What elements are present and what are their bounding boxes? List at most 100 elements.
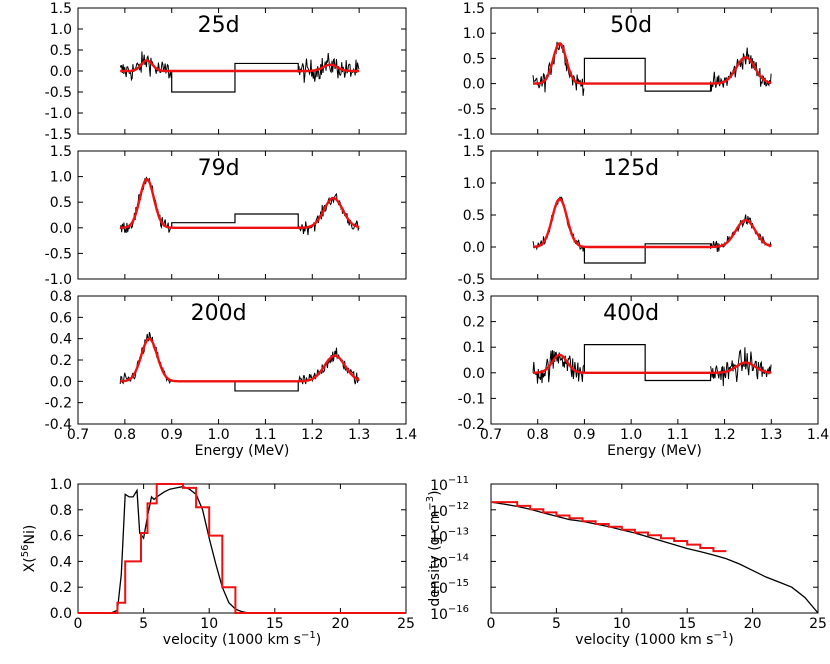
x-tick-label: 5 <box>552 616 561 632</box>
model-fit <box>120 59 360 73</box>
y-tick-label: 0.6 <box>50 310 72 326</box>
chart-panel-p400: 0.3 0.2 0.1 0.0 -0.1 -0.20.7 0.8 0.9 1.0 1.1 1.2 1.… <box>458 289 830 459</box>
x-tick-label: 0 <box>487 616 496 632</box>
y-tick-label: -0.4 <box>45 417 72 433</box>
y-tick-label: 0.8 <box>50 503 72 519</box>
x-tick-label: 1.4 <box>807 427 829 443</box>
y-tick-label: 1.0 <box>50 22 72 38</box>
axes-frame <box>490 483 819 614</box>
y-tick-label: -1.0 <box>45 272 72 288</box>
x-tick-label: 10 <box>613 616 631 632</box>
y-tick-label: 0.5 <box>50 43 72 59</box>
x-tick-label: 0.8 <box>527 427 549 443</box>
model-fit <box>533 42 772 85</box>
x-tick-label: 10 <box>200 616 218 632</box>
y-tick-label: 0.2 <box>463 315 485 331</box>
y-tick-label: -0.1 <box>458 391 485 407</box>
x-tick-label: 0.9 <box>573 427 595 443</box>
model-step <box>583 57 712 92</box>
spectrum-data <box>297 192 360 236</box>
panel-label: 25d <box>198 13 240 38</box>
x-tick-label: 15 <box>678 616 696 632</box>
y-tick-label: 0.0 <box>463 366 485 382</box>
y-tick-label: 0.5 <box>463 51 485 67</box>
y-axis-label: density (g cm−3) <box>425 490 443 606</box>
y-tick-label: -0.5 <box>458 272 485 288</box>
spectrum-data <box>297 52 360 83</box>
x-tick-label: 0.7 <box>480 427 502 443</box>
y-tick-label: 1.5 <box>50 144 72 160</box>
x-tick-label: 1.0 <box>207 427 229 443</box>
axes-frame <box>490 295 819 425</box>
panel-label: 50d <box>610 13 652 38</box>
y-tick-label: 0.0 <box>463 240 485 256</box>
x-axis-label: Energy (MeV) <box>195 443 290 459</box>
model-step <box>171 62 299 93</box>
y-tick-label: 0.8 <box>50 289 72 305</box>
y-tick-label: 1.0 <box>463 26 485 42</box>
spectrum-data <box>119 51 172 82</box>
y-tick-label: -0.5 <box>45 246 72 262</box>
y-tick-label: 0.0 <box>50 221 72 237</box>
panel-label: 400d <box>603 301 659 326</box>
x-tick-label: 1.2 <box>301 427 323 443</box>
y-tick-label: -1.5 <box>45 127 72 143</box>
axes-frame <box>77 150 407 280</box>
y-tick-label: 1.5 <box>50 1 72 17</box>
series-model <box>78 485 406 614</box>
x-tick-label: 1.4 <box>395 427 417 443</box>
y-axis-label: X(56Ni) <box>20 525 38 573</box>
panel-label: 200d <box>191 301 247 326</box>
y-tick-label: -0.2 <box>45 396 72 412</box>
y-tick-label: 0.0 <box>50 606 72 622</box>
y-tick-label: -0.2 <box>458 417 485 433</box>
y-tick-label: 1.0 <box>463 176 485 192</box>
x-tick-label: 1.3 <box>760 427 782 443</box>
x-tick-label: 1.1 <box>254 427 276 443</box>
panel-label: 125d <box>603 156 659 181</box>
series-step <box>491 501 727 553</box>
x-tick-label: 25 <box>809 616 827 632</box>
y-tick-label: 0.0 <box>463 77 485 93</box>
x-tick-label: 0.9 <box>161 427 183 443</box>
spectrum-data <box>710 347 772 387</box>
x-tick-label: 0.8 <box>114 427 136 443</box>
y-tick-label: 0.0 <box>50 64 72 80</box>
chart-panel-p200: 0.8 0.6 0.4 0.2 0.0 -0.2 -0.40.7 0.8 0.9 1.0 1.1 1.… <box>45 289 418 459</box>
model-fit <box>120 178 360 229</box>
y-tick-label: 0.0 <box>50 374 72 390</box>
y-tick-label: -0.5 <box>45 85 72 101</box>
y-tick-label: -0.5 <box>458 102 485 118</box>
model-fit <box>120 337 360 383</box>
model-fit <box>533 353 772 374</box>
model-step <box>583 243 712 264</box>
y-tick-label: 1.0 <box>50 477 72 493</box>
chart-panel-p125: 1.5 1.0 0.5 0.0 -0.5 125d <box>458 144 819 288</box>
chart-panel-p79: 1.5 1.0 0.5 0.0 -0.5 -1.0 79d <box>45 144 407 288</box>
y-tick-label: 0.6 <box>50 529 72 545</box>
spectrum-data <box>532 350 585 384</box>
spectrum-data <box>119 331 172 385</box>
x-tick-label: 0.7 <box>67 427 89 443</box>
axes-frame <box>77 483 407 614</box>
x-tick-label: 20 <box>331 616 349 632</box>
panel-label: 79d <box>198 156 240 181</box>
y-tick-label: 0.1 <box>463 340 485 356</box>
spectrum-data <box>297 347 360 385</box>
y-tick-label: 1.5 <box>463 144 485 160</box>
y-tick-label: -1.0 <box>458 127 485 143</box>
y-tick-label: 0.5 <box>50 195 72 211</box>
spectrum-data <box>532 41 585 96</box>
y-tick-label: 0.5 <box>463 208 485 224</box>
x-tick-label: 15 <box>266 616 284 632</box>
series-step <box>78 483 406 614</box>
x-axis-label: velocity (1000 km s−1) <box>163 630 321 648</box>
x-tick-label: 20 <box>744 616 762 632</box>
x-axis-label: velocity (1000 km s−1) <box>575 630 733 648</box>
y-tick-label: 1.5 <box>463 1 485 17</box>
chart-panel-p50: 1.5 1.0 0.5 0.0 -0.5 -1.0 50d <box>458 1 819 143</box>
x-tick-label: 1.0 <box>620 427 642 443</box>
y-tick-label: 0.3 <box>463 289 485 305</box>
y-tick-label: 0.2 <box>50 353 72 369</box>
